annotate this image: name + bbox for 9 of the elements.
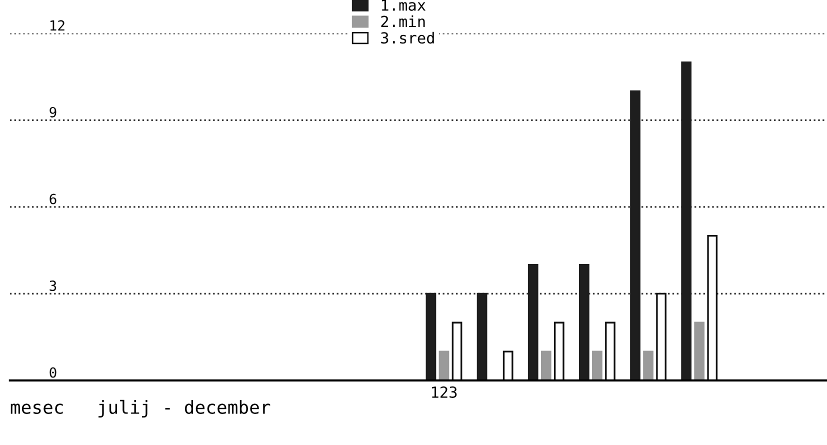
- y-tick-label: 6: [50, 194, 56, 204]
- legend-label: 3.sred: [381, 32, 434, 44]
- y-tick-label: 0: [50, 367, 56, 378]
- y-tick-label: 3: [50, 280, 56, 292]
- y-tick-label: 12: [50, 20, 64, 30]
- text: 123: [432, 386, 457, 398]
- y-tick-label: 9: [50, 106, 56, 118]
- legend-label: 2.min: [381, 15, 425, 28]
- x-axis-title: mesec julij - december: [10, 400, 270, 418]
